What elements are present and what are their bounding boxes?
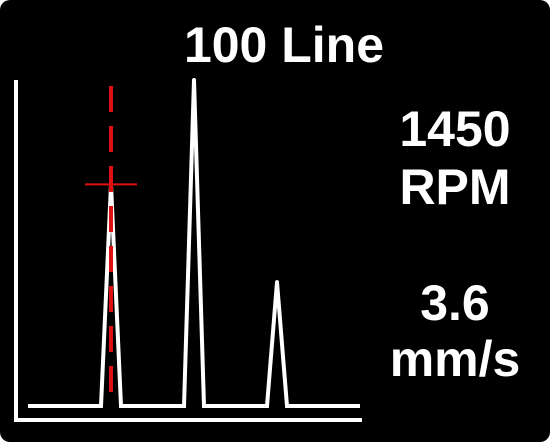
velocity-value: 3.6: [420, 275, 490, 331]
peak-point-3: [275, 280, 279, 285]
speed-value: 1450: [399, 101, 511, 157]
velocity-unit: mm/s: [389, 331, 521, 387]
speed-unit: RPM: [399, 159, 511, 215]
plot-marks: [28, 78, 360, 408]
peak-point-2: [192, 78, 196, 82]
spectrum-trace: [28, 79, 360, 408]
plot-axes: [14, 80, 362, 422]
chart-title: 100 Line: [183, 17, 385, 73]
